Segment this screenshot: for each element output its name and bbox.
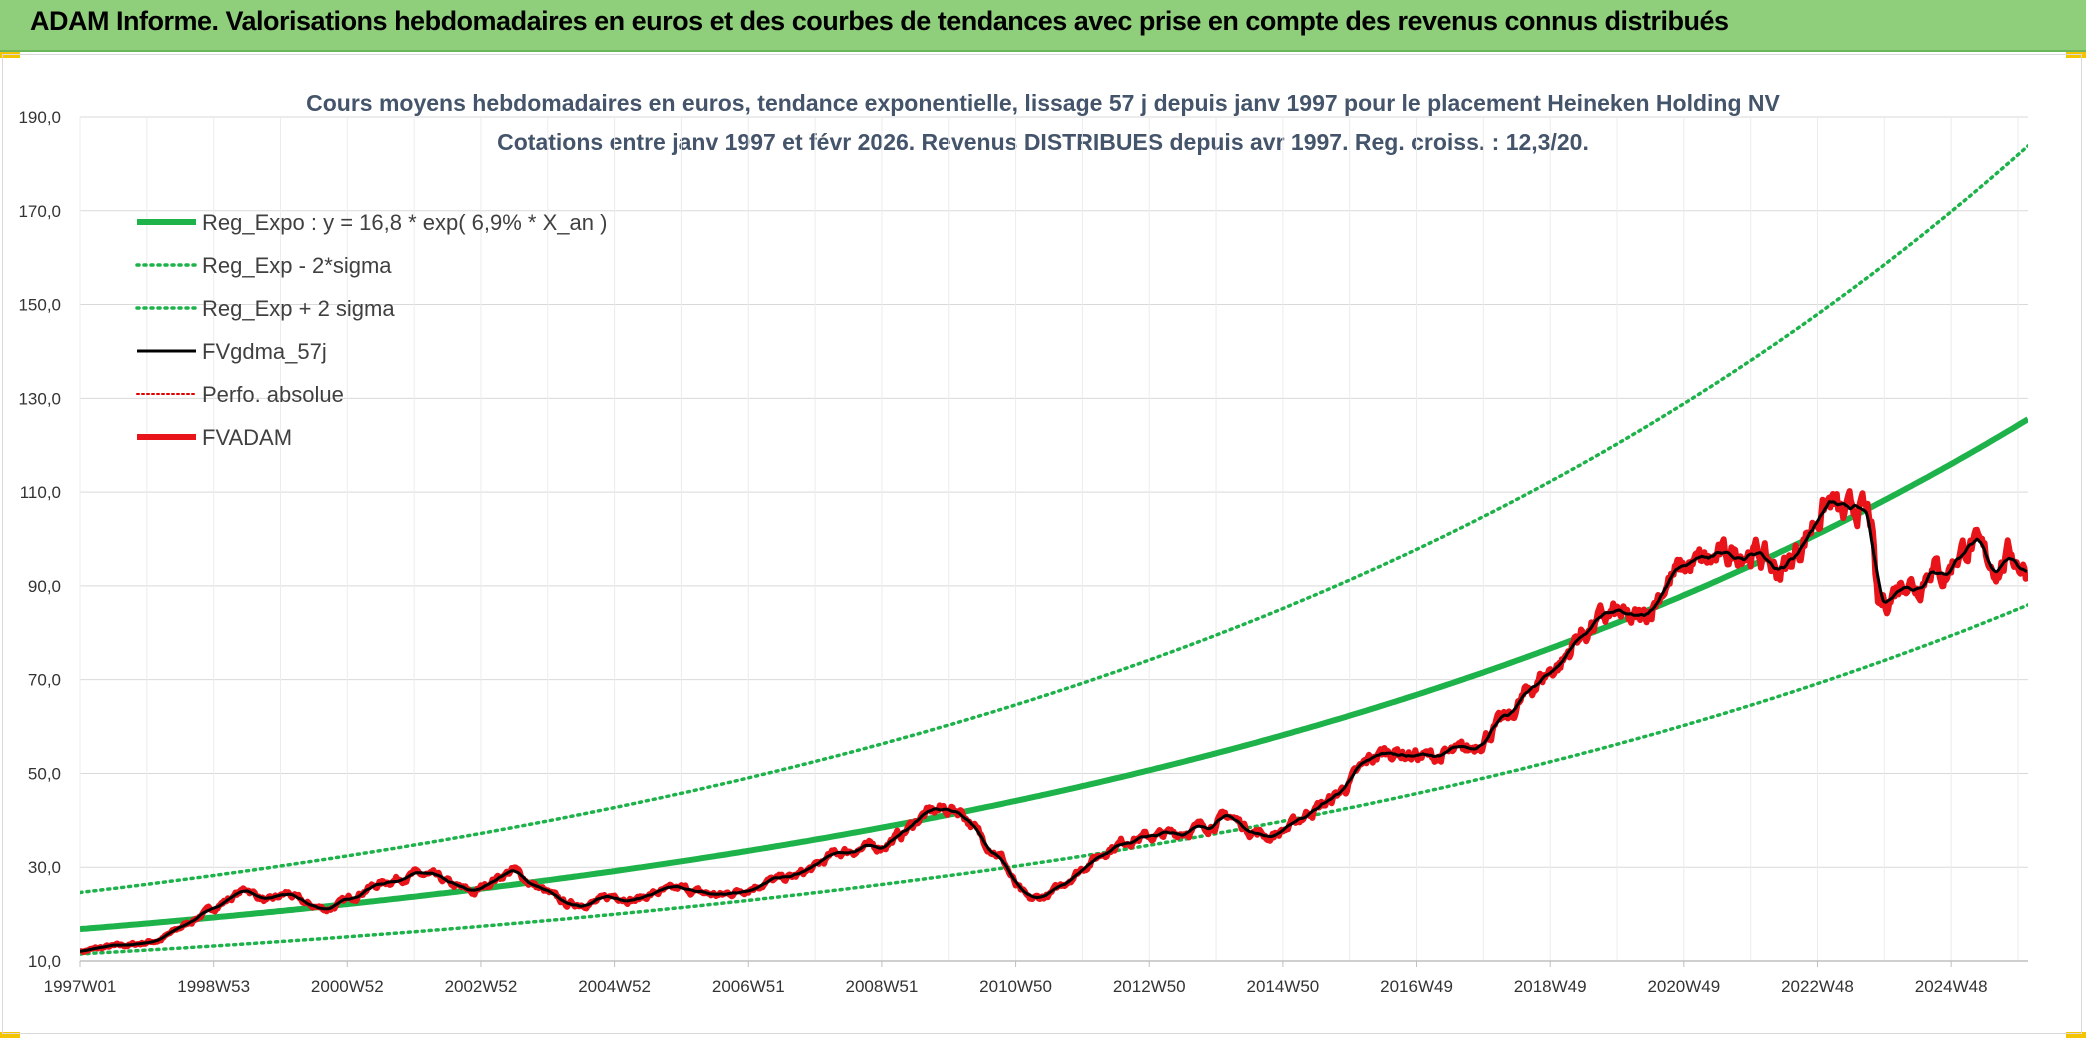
series-line-3 — [80, 500, 2028, 953]
x-tick-label: 1998W53 — [177, 977, 250, 996]
series-line-2 — [80, 144, 2028, 895]
y-tick-label: 70,0 — [28, 671, 61, 690]
x-tick-label: 2014W50 — [1246, 977, 1319, 996]
legend-label-1: Reg_Exp - 2*sigma — [202, 253, 392, 278]
y-tick-label: 30,0 — [28, 858, 61, 877]
chart-subtitle: Cotations entre janv 1997 et févr 2026. … — [497, 129, 1589, 155]
x-tick-label: 2012W50 — [1113, 977, 1186, 996]
x-tick-label: 2000W52 — [311, 977, 384, 996]
corner-marker-bottom-left — [0, 1032, 20, 1038]
y-tick-label: 170,0 — [18, 202, 61, 221]
y-tick-label: 50,0 — [28, 764, 61, 783]
x-tick-label: 2002W52 — [445, 977, 518, 996]
x-tick-label: 1997W01 — [44, 977, 117, 996]
y-tick-label: 190,0 — [18, 108, 61, 127]
x-tick-label: 2020W49 — [1647, 977, 1720, 996]
x-axis: 1997W01 1998W53 2000W52 2002W52 2004W52 2006W… — [44, 960, 2028, 996]
legend-label-3: FVgdma_57j — [202, 339, 327, 364]
x-tick-label: 2016W49 — [1380, 977, 1453, 996]
series-line-5 — [80, 488, 2028, 955]
report-title: ADAM Informe. Valorisations hebdomadaire… — [30, 6, 1729, 36]
x-tick-label: 2010W50 — [979, 977, 1052, 996]
legend: Reg_Expo : y = 16,8 * exp( 6,9% * X_an )… — [135, 210, 607, 450]
x-tick-label: 2008W51 — [846, 977, 919, 996]
corner-marker-top-right — [2066, 52, 2086, 58]
report-banner: ADAM Informe. Valorisations hebdomadaire… — [0, 0, 2086, 52]
x-tick-label: 2018W49 — [1514, 977, 1587, 996]
chart-title: Cours moyens hebdomadaires en euros, ten… — [306, 90, 1780, 116]
corner-marker-bottom-right — [2066, 1032, 2086, 1038]
y-tick-label: 130,0 — [18, 389, 61, 408]
x-tick-label: 2004W52 — [578, 977, 651, 996]
legend-label-2: Reg_Exp + 2 sigma — [202, 296, 395, 321]
y-tick-label: 150,0 — [18, 296, 61, 315]
x-tick-label: 2022W48 — [1781, 977, 1854, 996]
x-tick-label: 2006W51 — [712, 977, 785, 996]
legend-label-5: FVADAM — [202, 425, 292, 450]
y-tick-label: 90,0 — [28, 577, 61, 596]
grid-lines — [79, 116, 2028, 962]
legend-label-4: Perfo. absolue — [202, 382, 344, 407]
y-tick-label: 10,0 — [28, 952, 61, 971]
series-layer — [80, 144, 2028, 956]
corner-marker-top-left — [0, 52, 20, 58]
y-axis: 10,0 30,0 50,0 70,0 90,0 110,0 130,0 150,0 170,0… — [18, 108, 61, 971]
series-line-1 — [80, 603, 2028, 956]
y-tick-label: 110,0 — [20, 483, 61, 502]
legend-label-0: Reg_Expo : y = 16,8 * exp( 6,9% * X_an ) — [202, 210, 607, 235]
chart-frame — [2, 54, 2082, 1034]
x-tick-label: 2024W48 — [1915, 977, 1988, 996]
series-line-0 — [80, 416, 2028, 933]
